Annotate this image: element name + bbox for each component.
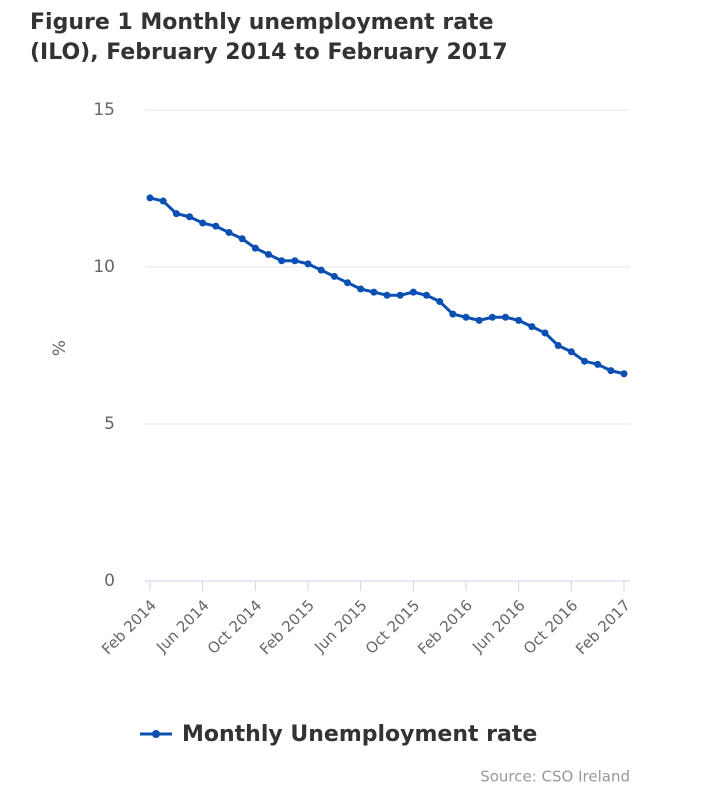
point	[383, 291, 391, 299]
x-tick-label: Jun 2016	[468, 596, 528, 656]
point	[370, 288, 378, 296]
point	[186, 213, 193, 221]
point	[172, 210, 180, 218]
point	[515, 316, 523, 324]
point	[238, 235, 246, 243]
x-tick-label: Feb 2014	[98, 596, 160, 658]
point	[396, 291, 404, 299]
x-tick-label: Feb 2015	[256, 596, 318, 658]
point	[291, 257, 299, 265]
series-line	[149, 196, 625, 376]
point	[146, 194, 154, 202]
point	[212, 222, 220, 230]
point	[225, 228, 233, 236]
x-tick-label: Feb 2016	[414, 596, 476, 658]
point	[251, 244, 259, 252]
x-tick-label: Oct 2016	[520, 596, 581, 657]
y-tick-label: 10	[93, 257, 115, 277]
point	[409, 288, 417, 296]
point	[488, 313, 496, 321]
point	[304, 260, 312, 268]
legend-label: Monthly Unemployment rate	[182, 722, 537, 747]
point	[344, 279, 351, 287]
point	[330, 272, 338, 280]
point	[541, 329, 549, 337]
point	[265, 250, 272, 258]
point	[607, 367, 615, 375]
x-tick-label: Jun 2014	[152, 596, 212, 656]
x-tick-label: Jun 2015	[310, 596, 370, 656]
point	[278, 257, 286, 265]
point	[436, 298, 444, 306]
x-tick-label: Oct 2015	[362, 596, 423, 657]
legend-marker	[152, 730, 160, 738]
source: Source: CSO Ireland	[480, 768, 630, 785]
point	[502, 313, 509, 321]
x-tick-label: Feb 2017	[572, 596, 634, 658]
point	[449, 310, 457, 318]
y-tick-label: 0	[104, 571, 115, 591]
point	[475, 316, 483, 324]
point	[317, 266, 325, 274]
point	[581, 357, 588, 365]
y-axis-label: %	[50, 340, 70, 356]
point	[528, 323, 536, 331]
point	[620, 370, 628, 378]
y-tick-label: 5	[104, 414, 115, 434]
point	[159, 197, 167, 205]
x-tick-label: Oct 2014	[204, 596, 265, 657]
point	[554, 342, 562, 349]
point	[423, 291, 430, 299]
point	[357, 285, 365, 293]
point	[567, 348, 575, 356]
point	[462, 313, 470, 321]
y-tick-label: 15	[93, 100, 115, 120]
point	[199, 219, 207, 227]
chart-title: Figure 1 Monthly unemployment rate (ILO)…	[30, 10, 508, 65]
point	[594, 360, 602, 368]
